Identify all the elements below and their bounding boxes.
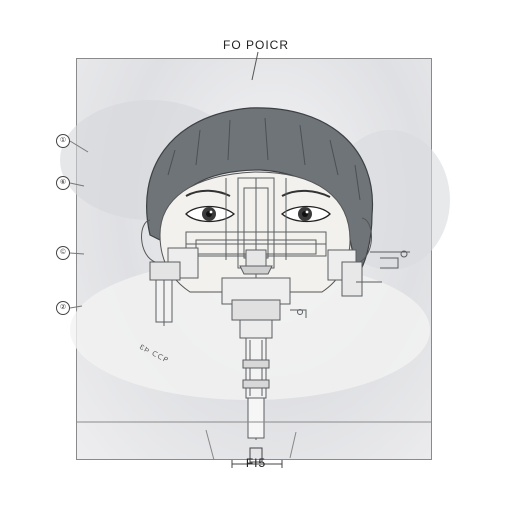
callout-4: ② xyxy=(56,301,70,315)
right-eye xyxy=(280,205,331,223)
diagram-caption: FI5 xyxy=(245,456,267,470)
diagram-title: FO POICR xyxy=(222,38,289,52)
callout-1: ① xyxy=(56,134,70,148)
callout-2: ⑥ xyxy=(56,176,70,190)
left-eye xyxy=(185,205,236,223)
callout-3: © xyxy=(56,246,70,260)
